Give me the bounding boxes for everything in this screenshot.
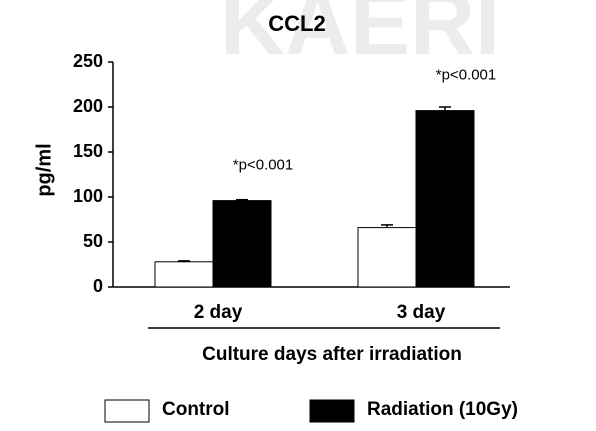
annotation: *p<0.001 bbox=[233, 157, 293, 174]
legend-swatch bbox=[104, 399, 150, 423]
bar bbox=[154, 261, 214, 288]
y-tick-label: 250 bbox=[73, 51, 103, 71]
bar bbox=[415, 110, 475, 288]
y-tick-label: 0 bbox=[93, 276, 103, 296]
legend-label: Control bbox=[162, 399, 230, 420]
x-tick-label: 3 day bbox=[397, 302, 446, 323]
y-tick-label: 150 bbox=[73, 141, 103, 161]
y-tick-label: 100 bbox=[73, 186, 103, 206]
y-axis-label: pg/ml bbox=[33, 143, 55, 196]
x-tick-label: 2 day bbox=[194, 302, 243, 323]
x-axis-label: Culture days after irradiation bbox=[202, 344, 462, 365]
bar bbox=[212, 200, 272, 288]
legend-swatch bbox=[309, 399, 355, 423]
bar bbox=[357, 227, 417, 288]
y-tick-label: 200 bbox=[73, 96, 103, 116]
watermark: KAERI bbox=[220, 0, 500, 74]
chart-title: CCL2 bbox=[268, 11, 325, 36]
annotation: *p<0.001 bbox=[436, 67, 496, 84]
y-tick-label: 50 bbox=[83, 231, 103, 251]
legend-label: Radiation (10Gy) bbox=[367, 399, 518, 420]
